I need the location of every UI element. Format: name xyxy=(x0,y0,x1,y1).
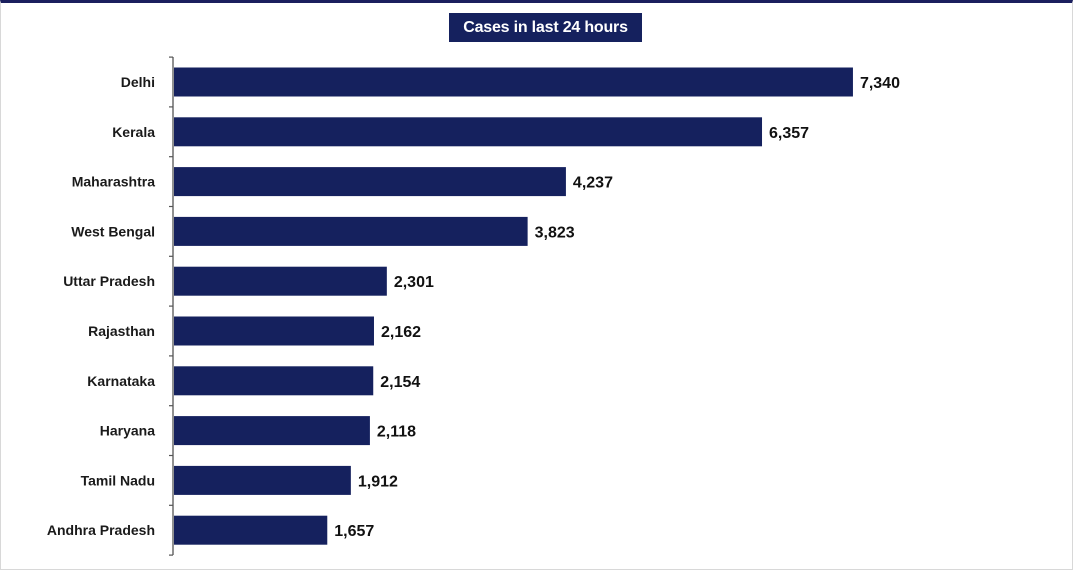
bars xyxy=(174,67,853,545)
bar-uttar-pradesh xyxy=(174,266,387,296)
category-label: West Bengal xyxy=(71,223,155,239)
value-label: 6,357 xyxy=(769,125,809,142)
bar-rajasthan xyxy=(174,316,374,346)
category-label: Maharashtra xyxy=(72,174,155,190)
value-label: 2,162 xyxy=(381,324,421,341)
value-label: 2,118 xyxy=(377,424,416,441)
value-label: 1,912 xyxy=(358,473,398,490)
bar-delhi xyxy=(174,67,853,97)
category-label: Kerala xyxy=(112,124,155,140)
bar-maharashtra xyxy=(174,167,566,197)
category-label: Uttar Pradesh xyxy=(63,273,155,289)
value-label: 1,657 xyxy=(334,523,374,540)
value-label: 4,237 xyxy=(573,175,613,192)
bar-tamil-nadu xyxy=(174,465,351,495)
value-label: 7,340 xyxy=(860,75,900,92)
category-label: Rajasthan xyxy=(88,323,155,339)
category-label: Tamil Nadu xyxy=(81,472,155,488)
value-label: 2,154 xyxy=(380,374,420,391)
value-label: 3,823 xyxy=(535,224,575,241)
bar-karnataka xyxy=(174,366,374,396)
category-label: Karnataka xyxy=(87,373,155,389)
bar-haryana xyxy=(174,416,370,446)
chart-title: Cases in last 24 hours xyxy=(449,13,642,42)
category-label: Haryana xyxy=(100,423,155,439)
category-labels: Delhi Kerala Maharashtra West Bengal Uttar P… xyxy=(47,74,155,538)
value-labels: 7,340 6,357 4,237 3,823 2,301 2,162 2,154 2,118… xyxy=(334,75,900,540)
value-label: 2,301 xyxy=(394,274,434,291)
bar-kerala xyxy=(174,117,763,147)
category-label: Andhra Pradesh xyxy=(47,522,155,538)
y-axis xyxy=(169,56,174,556)
category-label: Delhi xyxy=(121,74,155,90)
bar-andhra-pradesh xyxy=(174,515,328,545)
bar-west-bengal xyxy=(174,216,528,246)
